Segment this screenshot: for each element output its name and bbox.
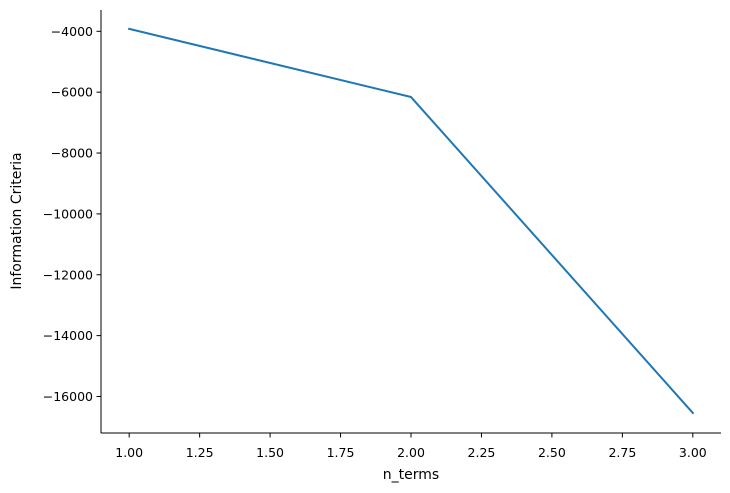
y-axis-label: Information Criteria [9,152,25,289]
y-tick-label: −12000 [43,267,93,282]
x-tick-label: 2.75 [608,445,636,460]
x-tick-label: 2.00 [397,445,425,460]
y-tick-label: −14000 [43,328,93,343]
x-tick-label: 2.50 [538,445,566,460]
plot-area [127,27,695,415]
y-tick-label: −8000 [51,146,93,161]
x-tick-label: 3.00 [679,445,707,460]
x-tick-label: 1.75 [327,445,355,460]
x-axis-ticks: 1.00 1.25 1.50 1.75 2.00 2.25 2.50 2.75 3.00 [115,433,707,460]
x-tick-label: 1.25 [186,445,214,460]
x-axis-label: n_terms [383,467,439,483]
y-tick-label: −6000 [51,85,93,100]
y-tick-label: −16000 [43,389,93,404]
x-tick-label: 1.00 [115,445,143,460]
series-line [127,27,695,415]
y-tick-label: −4000 [51,24,93,39]
y-tick-label: −10000 [43,206,93,221]
x-tick-label: 2.25 [468,445,496,460]
y-axis-ticks: −4000 −6000 −8000 −10000 −12000 −14000 −16000 [43,24,101,404]
x-tick-label: 1.50 [256,445,284,460]
